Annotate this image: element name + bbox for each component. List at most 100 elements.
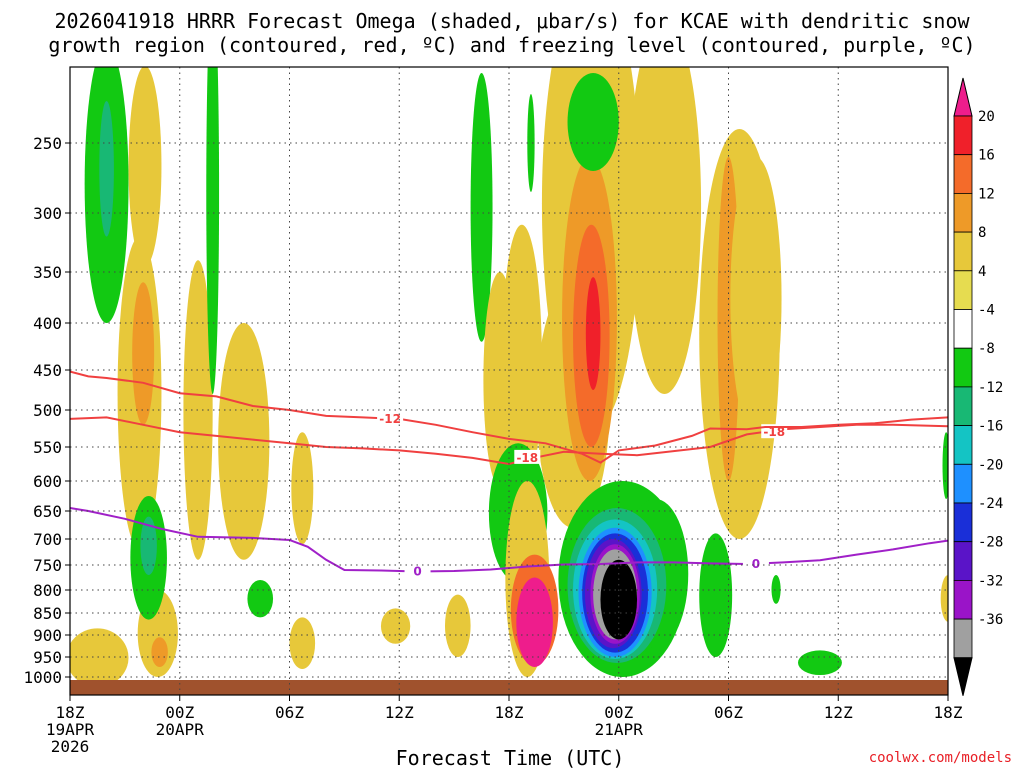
omega-region-27: [516, 577, 553, 667]
contour-label--18C-0: -18: [516, 451, 538, 465]
colorbar-bin-13: [953, 618, 973, 659]
colorbar-label-9: -20: [978, 457, 1003, 473]
colorbar-label-8: -16: [978, 419, 1003, 435]
x-tick-label-0-0: 18Z: [56, 703, 85, 722]
colorbar-bin-3: [953, 231, 973, 272]
ground-bar: [70, 680, 948, 695]
omega-region-2: [132, 282, 155, 425]
colorbar-bin-5: [953, 309, 973, 349]
colorbar-bin-9: [953, 463, 973, 504]
contour-label-0C-1: 0: [752, 557, 760, 571]
omega-region-34: [627, 67, 702, 394]
y-tick-label-900: 900: [33, 626, 62, 645]
omega-region-52: [942, 432, 948, 499]
y-tick-label-550: 550: [33, 438, 62, 457]
contour--12C: [70, 370, 948, 464]
omega-region-12: [183, 260, 213, 560]
x-tick-label-42-0: 12Z: [824, 703, 853, 722]
omega-region-44: [600, 559, 638, 640]
omega-region-49: [771, 575, 781, 604]
omega-region-9: [128, 67, 162, 267]
x-tick-label-0-1: 19APR: [46, 720, 95, 739]
omega-region-24: [527, 94, 535, 192]
y-tick-label-750: 750: [33, 556, 62, 575]
colorbar-label-0: 20: [978, 109, 995, 125]
x-tick-label-30-1: 21APR: [595, 720, 644, 739]
colorbar-label-6: -8: [978, 341, 995, 357]
colorbar-bin-0: [953, 115, 973, 156]
colorbar-bin-6: [953, 347, 973, 388]
omega-region-4: [151, 637, 168, 667]
x-tick-label-18-0: 12Z: [385, 703, 414, 722]
y-tick-label-450: 450: [33, 361, 62, 380]
colorbar-bin-12: [953, 580, 973, 620]
chart-title-line2: growth region (contoured, red, ºC) and f…: [48, 33, 975, 57]
omega-region-22: [501, 224, 542, 499]
omega-shading: [70, 67, 948, 680]
colorbar-bin-10: [953, 502, 973, 543]
omega-region-51: [940, 575, 948, 622]
colorbar-bin-2: [953, 192, 973, 233]
contour-label--12C-0: -12: [379, 412, 401, 426]
contour-label-bg: [404, 563, 431, 578]
colorbar-label-4: 4: [978, 264, 986, 280]
x-axis-label: Forecast Time (UTC): [396, 746, 625, 768]
colorbar-bin-11: [953, 541, 973, 581]
omega-region-20: [470, 73, 493, 342]
omega-region-15: [291, 432, 314, 545]
omega-region-50: [798, 650, 842, 675]
x-tick-label-12-0: 06Z: [275, 703, 304, 722]
omega-region-16: [289, 617, 316, 669]
y-tick-label-1000: 1000: [23, 668, 62, 687]
colorbar-label-11: -28: [978, 535, 1003, 551]
y-tick-label-800: 800: [33, 581, 62, 600]
y-tick-label-950: 950: [33, 648, 62, 667]
omega-region-17: [247, 580, 274, 618]
colorbar-label-7: -12: [978, 380, 1003, 396]
omega-region-19: [444, 594, 471, 657]
omega-region-33: [567, 73, 619, 171]
colorbar-label-5: -4: [978, 303, 995, 319]
x-tick-label-36-0: 06Z: [714, 703, 743, 722]
omega-region-18: [380, 608, 411, 644]
x-tick-label-6-1: 20APR: [156, 720, 205, 739]
y-tick-label-300: 300: [33, 204, 62, 223]
x-tick-label-30-0: 00Z: [604, 703, 633, 722]
colorbar: 20 16 12 8 4 -4 -8 -12 -16 -20 -24 -28 -32 -36: [953, 77, 1003, 696]
colorbar-label-10: -24: [978, 496, 1003, 512]
credit-text: coolwx.com/models: [869, 750, 1012, 766]
colorbar-label-2: 12: [978, 186, 995, 202]
colorbar-bin-4: [953, 270, 973, 310]
contour-label-0C-0: 0: [413, 565, 421, 579]
colorbar-bottom-cap: [953, 657, 973, 696]
contour-label-bg: [742, 555, 769, 570]
omega-region-32: [585, 277, 601, 390]
contour-label--18C-1: -18: [763, 425, 785, 439]
y-tick-label-400: 400: [33, 314, 62, 333]
x-tick-label-48-0: 18Z: [934, 703, 963, 722]
omega-region-6: [99, 101, 114, 237]
colorbar-label-13: -36: [978, 612, 1003, 628]
y-tick-label-700: 700: [33, 530, 62, 549]
y-tick-label-250: 250: [33, 134, 62, 153]
contour-0C: [70, 507, 948, 573]
omega-region-0: [70, 628, 129, 680]
x-tick-label-6-0: 00Z: [165, 703, 194, 722]
y-tick-label-850: 850: [33, 604, 62, 623]
colorbar-bin-7: [953, 386, 973, 426]
omega-region-48: [730, 156, 782, 440]
contour-label-bg: [377, 410, 404, 425]
y-tick-label-350: 350: [33, 263, 62, 282]
y-tick-label-600: 600: [33, 472, 62, 491]
omega-region-45: [699, 533, 733, 657]
y-tick-label-650: 650: [33, 502, 62, 521]
omega-region-13: [206, 67, 220, 394]
x-tick-label-24-0: 18Z: [495, 703, 524, 722]
colorbar-label-12: -32: [978, 573, 1003, 589]
colorbar-top-cap: [953, 77, 973, 117]
omega-region-11: [140, 516, 157, 575]
contour-label-bg: [514, 449, 541, 464]
colorbar-label-1: 16: [978, 148, 995, 164]
